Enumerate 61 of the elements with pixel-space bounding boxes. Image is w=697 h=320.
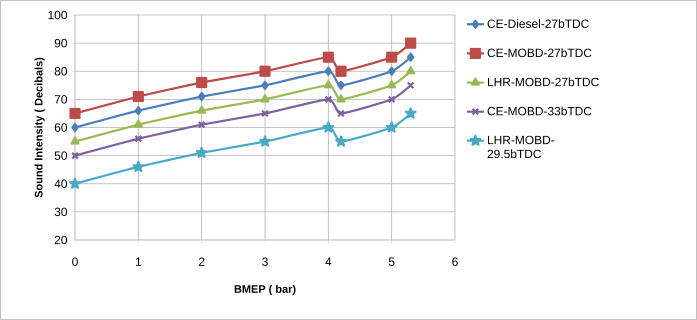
legend-label: CE-MOBD-27bTDC bbox=[488, 48, 592, 58]
y-tick-label: 70 bbox=[54, 95, 68, 104]
point bbox=[386, 121, 398, 133]
y-tick-label: 100 bbox=[48, 10, 68, 20]
point bbox=[337, 110, 345, 118]
point bbox=[406, 66, 416, 74]
point bbox=[134, 134, 142, 143]
point bbox=[388, 66, 396, 76]
point bbox=[132, 90, 144, 102]
x-tick-label: 0 bbox=[72, 258, 78, 266]
point bbox=[324, 66, 332, 76]
x-tick-label: 2 bbox=[198, 258, 204, 266]
point bbox=[196, 146, 208, 158]
x-tick-label: 6 bbox=[452, 258, 458, 266]
point bbox=[196, 76, 208, 88]
point bbox=[324, 80, 333, 88]
y-tick-label: 20 bbox=[54, 236, 68, 244]
point bbox=[261, 80, 269, 90]
point bbox=[335, 66, 347, 77]
point bbox=[336, 94, 346, 102]
point bbox=[134, 120, 143, 128]
point bbox=[388, 95, 396, 104]
x-axis-title: BMEP ( bar) bbox=[234, 284, 296, 296]
x-tick-label: 5 bbox=[388, 258, 394, 266]
y-tick-label: 90 bbox=[54, 38, 68, 48]
point bbox=[259, 135, 271, 147]
x-tick-label: 1 bbox=[136, 258, 142, 266]
point bbox=[387, 80, 396, 88]
point bbox=[260, 94, 270, 102]
point bbox=[71, 122, 79, 132]
point bbox=[405, 38, 416, 49]
point bbox=[69, 108, 81, 120]
point bbox=[198, 92, 206, 102]
point bbox=[337, 80, 345, 90]
point bbox=[322, 52, 334, 63]
x-tick-label: 4 bbox=[325, 258, 332, 266]
point bbox=[197, 106, 206, 114]
legend-label: LHR-MOBD-27bTDC bbox=[488, 77, 599, 86]
point bbox=[69, 178, 81, 189]
y-tick-label: 30 bbox=[54, 208, 68, 216]
y-tick-label: 60 bbox=[54, 123, 68, 132]
point bbox=[406, 52, 414, 62]
legend-label: LHR-MOBD-29.5bTDC bbox=[488, 136, 554, 158]
legend-label: CE-MOBD-33bTDC bbox=[488, 106, 592, 116]
point bbox=[404, 107, 417, 119]
point bbox=[198, 120, 206, 129]
x-tick-label: 3 bbox=[262, 258, 268, 266]
y-tick-label: 50 bbox=[54, 151, 68, 160]
point bbox=[322, 121, 334, 133]
point bbox=[386, 52, 398, 63]
point bbox=[259, 66, 271, 77]
y-axis-title: Sound Intensity ( Decibals) bbox=[34, 58, 45, 198]
point bbox=[70, 136, 80, 145]
y-tick-label: 40 bbox=[54, 180, 68, 188]
point bbox=[324, 95, 332, 104]
point bbox=[335, 135, 347, 147]
legend-label: CE-Diesel-27bTDC bbox=[488, 19, 589, 28]
point bbox=[134, 106, 142, 116]
point bbox=[261, 110, 269, 118]
y-tick-label: 80 bbox=[54, 67, 68, 76]
point bbox=[132, 160, 144, 172]
